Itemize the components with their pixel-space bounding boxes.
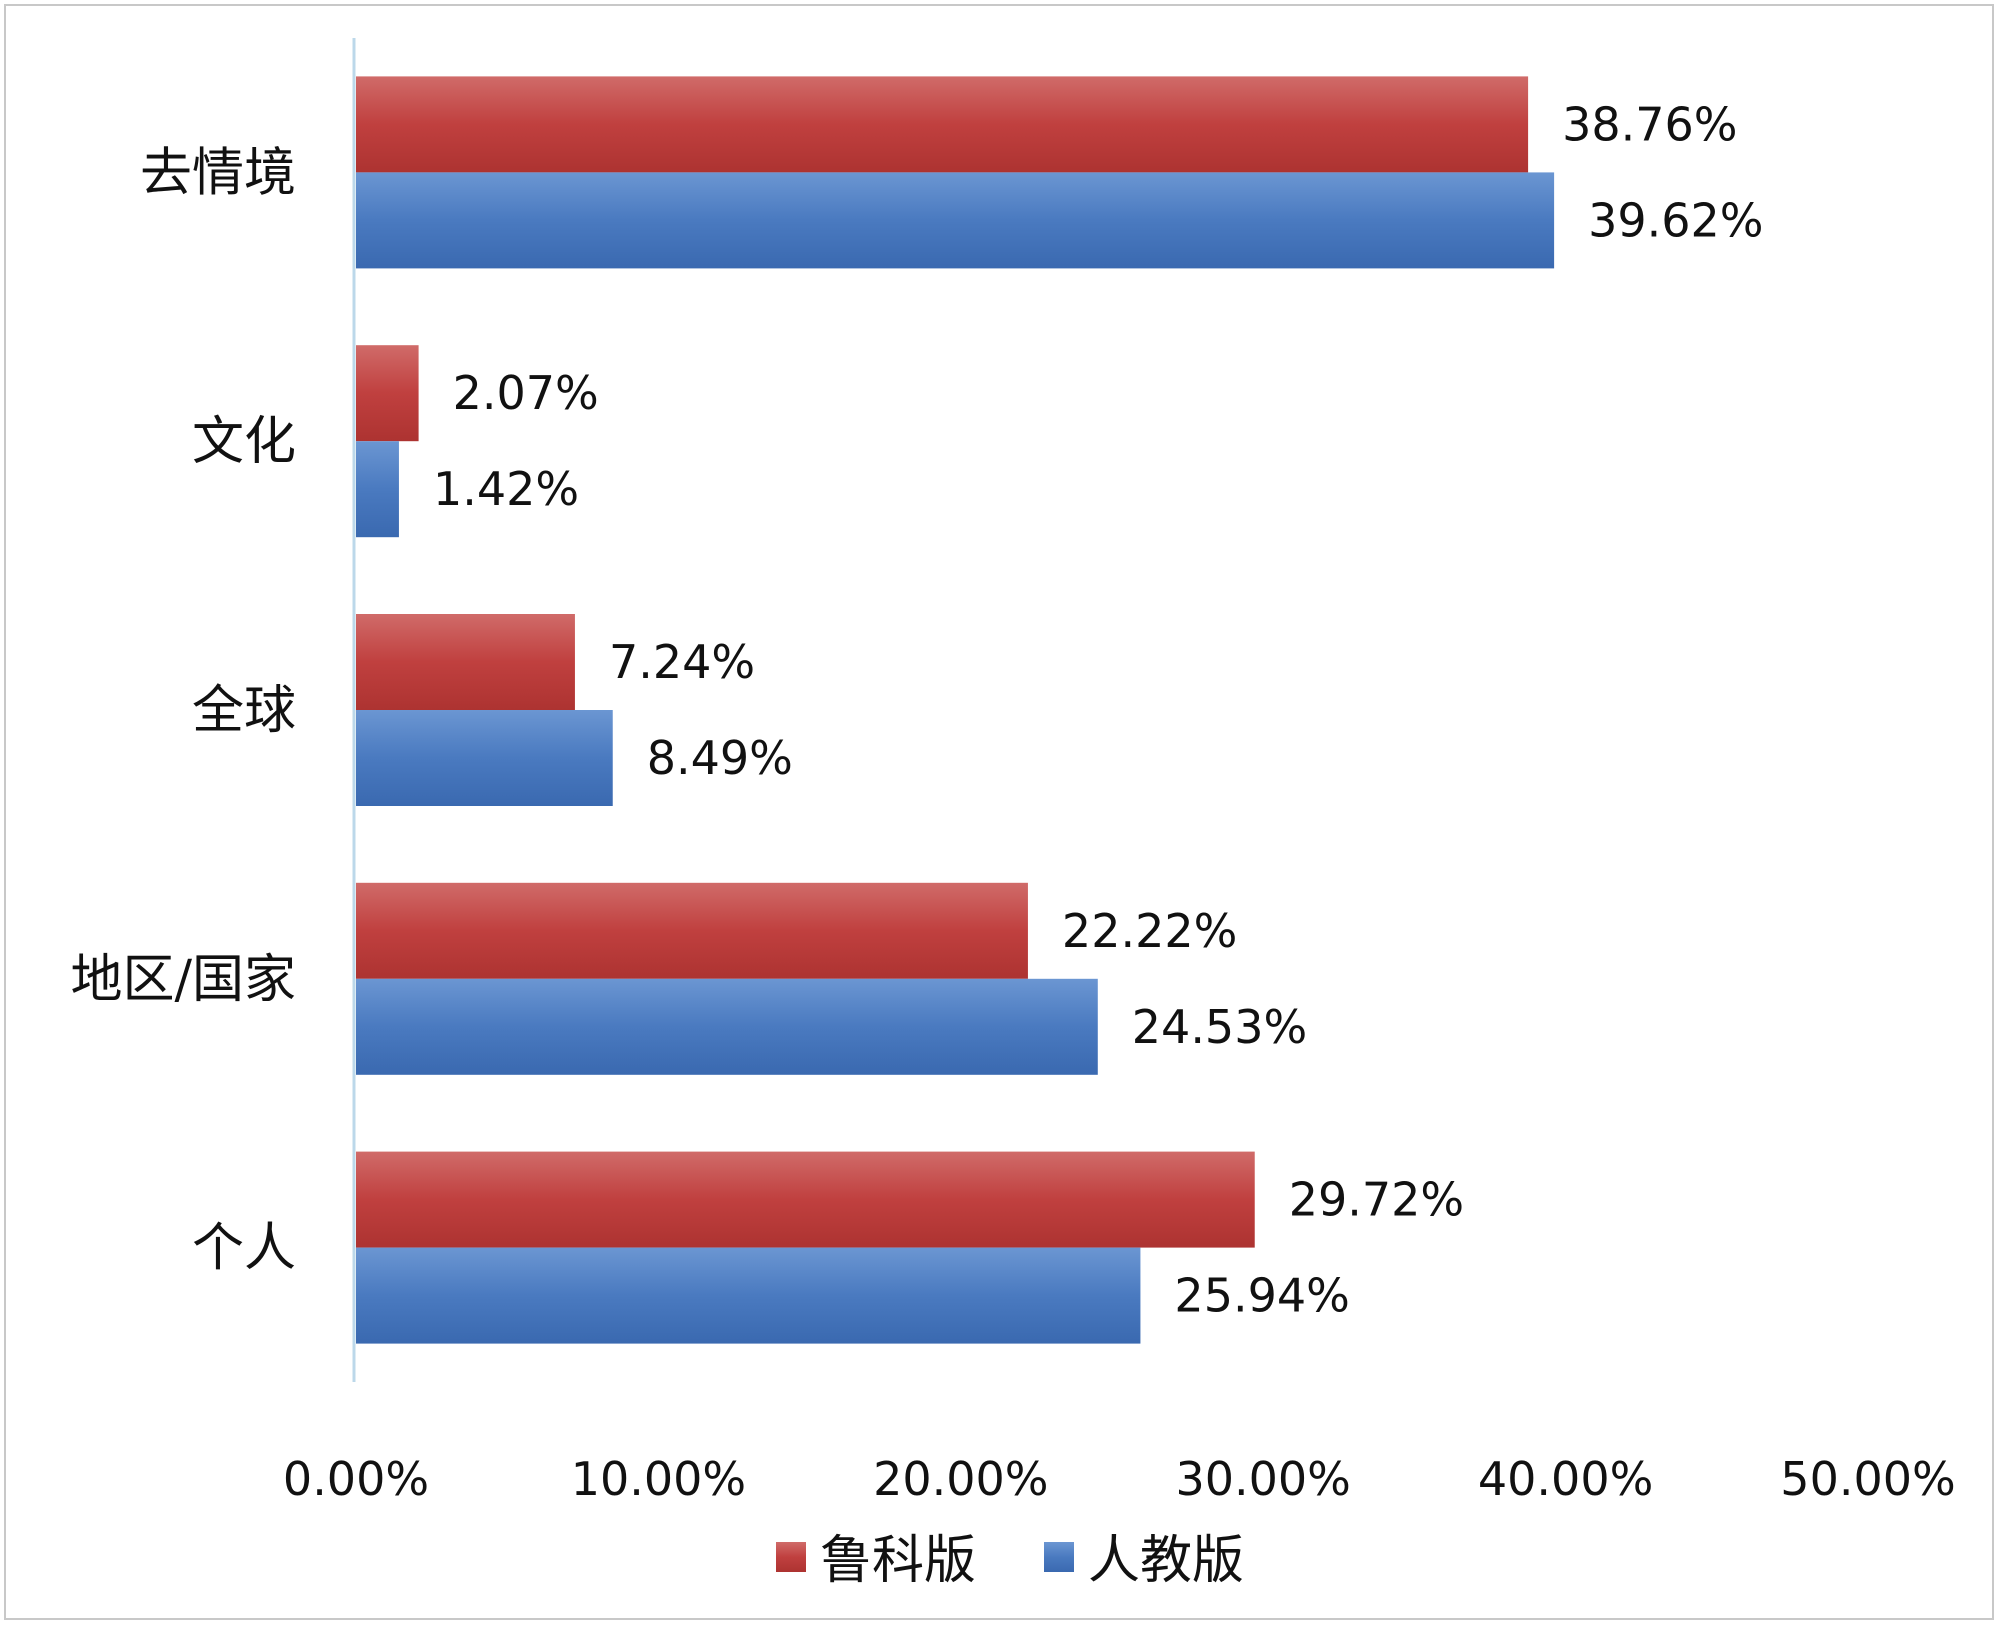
bar-renjiaoban-2	[356, 710, 613, 806]
category-label: 全球	[192, 681, 296, 741]
x-tick-label: 10.00%	[571, 1452, 746, 1506]
x-tick-label: 50.00%	[1780, 1452, 1955, 1506]
legend-label-renjiaoban: 人教版	[1088, 1531, 1244, 1591]
category-label: 文化	[192, 412, 296, 472]
x-tick-label: 20.00%	[873, 1452, 1048, 1506]
category-label: 去情境	[140, 143, 296, 203]
x-tick-label: 30.00%	[1175, 1452, 1350, 1506]
x-tick-label: 0.00%	[283, 1452, 429, 1506]
data-label-renjiaoban-1: 1.42%	[433, 462, 579, 516]
bar-lukeban-2	[356, 614, 575, 710]
legend: 鲁科版 人教版	[776, 1531, 1244, 1591]
x-tick-label: 40.00%	[1478, 1452, 1653, 1506]
bar-renjiaoban-4	[356, 1247, 1141, 1344]
legend-swatch-renjiaoban	[1044, 1542, 1074, 1572]
chart-frame	[4, 4, 1994, 1620]
legend-label-lukeban: 鲁科版	[820, 1531, 976, 1591]
bar-renjiaoban-3	[356, 978, 1098, 1075]
legend-swatch-lukeban	[776, 1542, 806, 1572]
data-label-lukeban-0: 38.76%	[1562, 97, 1737, 151]
data-label-renjiaoban-3: 24.53%	[1132, 1000, 1307, 1054]
data-label-renjiaoban-0: 39.62%	[1588, 193, 1763, 247]
category-label: 个人	[192, 1219, 296, 1279]
data-label-lukeban-1: 2.07%	[453, 366, 599, 420]
bar-renjiaoban-1	[356, 441, 399, 538]
data-label-lukeban-4: 29.72%	[1289, 1173, 1464, 1227]
bar-lukeban-3	[356, 882, 1028, 979]
x-tick-labels-group: 0.00% 10.00% 20.00% 30.00% 40.00% 50.00%	[283, 1452, 1956, 1506]
data-label-lukeban-2: 7.24%	[609, 635, 755, 689]
data-label-lukeban-3: 22.22%	[1062, 904, 1237, 958]
bar-lukeban-4	[356, 1151, 1255, 1248]
data-label-renjiaoban-4: 25.94%	[1174, 1269, 1349, 1323]
category-label: 地区/国家	[70, 950, 296, 1010]
bar-lukeban-1	[356, 345, 419, 442]
bar-lukeban-0	[356, 76, 1529, 173]
value-labels-group: 38.76% 39.62% 2.07% 1.42% 7.24% 8.49% 22.22% 24…	[433, 97, 1764, 1322]
bar-renjiaoban-0	[356, 172, 1555, 269]
data-label-renjiaoban-2: 8.49%	[647, 731, 793, 785]
bars-group	[356, 76, 1555, 1344]
